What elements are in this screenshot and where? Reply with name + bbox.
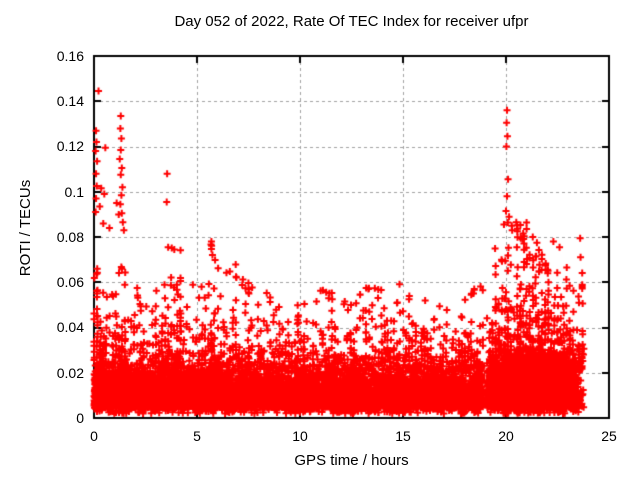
x-axis-label: GPS time / hours: [294, 452, 409, 469]
x-tick-label-20: 20: [498, 428, 514, 444]
y-tick-label-0: 0: [76, 410, 84, 426]
y-tick-label-006: 0.06: [56, 274, 84, 290]
y-tick-label-004: 0.04: [56, 319, 84, 335]
x-tick-label-0: 0: [90, 428, 98, 444]
x-tick-label-15: 15: [395, 428, 411, 444]
x-tick-label-5: 5: [193, 428, 201, 444]
chart-title: Day 052 of 2022, Rate Of TEC Index for r…: [174, 13, 529, 30]
x-tick-label-25: 25: [601, 428, 617, 444]
y-tick-label-016: 0.16: [56, 48, 84, 64]
y-axis-label: ROTI / TECUs: [17, 179, 34, 277]
y-tick-label-002: 0.02: [56, 365, 84, 381]
x-tick-label-10: 10: [292, 428, 308, 444]
y-tick-label-012: 0.12: [56, 138, 84, 154]
y-tick-label-01: 0.1: [64, 184, 84, 200]
y-tick-label-008: 0.08: [56, 229, 84, 245]
y-tick-label-014: 0.14: [56, 93, 84, 109]
